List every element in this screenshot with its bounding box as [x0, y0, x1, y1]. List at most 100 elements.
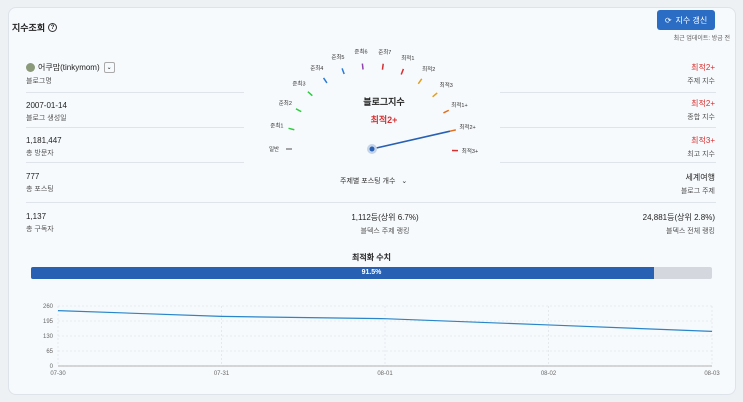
divider [500, 92, 716, 93]
topic-rank-label: 블덱스 주제 랭킹 [360, 228, 410, 235]
divider [26, 92, 244, 93]
blog-name: 어쿠맘(tinkymom) [38, 63, 100, 72]
gauge-tick [443, 109, 450, 114]
y-tick-label: 130 [43, 334, 54, 340]
gauge-needle [371, 130, 451, 150]
gauge-tick-label: 최적3 [440, 81, 453, 89]
topic-index-row: 최적2+ 주제 지수 [687, 62, 715, 86]
gauge-tick-label: 준최3 [292, 80, 305, 88]
visitors-row: 1,181,447 총 방문자 [26, 136, 62, 158]
gauge-value: 최적2+ [370, 115, 398, 125]
blog-topic-value: 세계여행 [685, 173, 715, 182]
gauge-hub-center [369, 146, 375, 152]
blog-topic-label: 블로그 주제 [680, 188, 715, 195]
total-rank-value: 24,881등(상위 2.8%) [642, 213, 715, 222]
y-tick-label: 0 [50, 364, 54, 370]
overall-index-row: 최적2+ 종합 지수 [687, 98, 715, 122]
chevron-down-icon: ⌄ [401, 178, 408, 185]
y-tick-label: 195 [43, 319, 54, 325]
topic-rank-value: 1,112등(상위 6.7%) [351, 213, 419, 222]
gauge-tick [307, 91, 313, 97]
trend-line-chart: 260 195 130 65 007-30 07-31 08-01 08-02 08-03 [43, 304, 720, 377]
divider [26, 202, 716, 203]
x-tick-label: 08-03 [704, 371, 720, 377]
avatar [26, 63, 35, 73]
gauge-tick-label: 최적3+ [462, 147, 478, 155]
gauge-tick [432, 92, 438, 98]
topic-rank: 1,112등(상위 6.7%) 블덱스 주제 랭킹 [300, 212, 470, 236]
visitors-value: 1,181,447 [26, 136, 62, 145]
gauge-tick-label: 최적1+ [451, 101, 467, 109]
page-title: 지수조회 ? [12, 21, 58, 34]
gauge-tick [288, 127, 295, 131]
index-gauge: 일반 준최1 준최2 준최3 준최4 준최5 준최6 준최7 최적1 최적2 최적3 최적1+ 최적2+… [269, 48, 478, 155]
update-note: 최근 업데이트: 방금 전 [673, 36, 730, 42]
gauge-tick [295, 108, 302, 113]
gauge-tick-label: 최적2+ [459, 123, 475, 131]
overall-index-label: 종합 지수 [687, 114, 715, 121]
series-line [57, 310, 713, 332]
topic-dropdown-label: 주제별 포스팅 개수 [340, 178, 396, 185]
gauge-tick-label: 일반 [269, 145, 279, 153]
topic-post-count-dropdown[interactable]: 주제별 포스팅 개수 ⌄ [340, 176, 407, 186]
gauge-tick [322, 77, 328, 84]
gauge-tick [400, 68, 405, 75]
gauge-tick-label: 준최4 [310, 64, 323, 72]
topic-index-label: 주제 지수 [687, 78, 715, 85]
y-tick-label: 260 [43, 304, 54, 310]
gauge-tick-label: 준최7 [378, 48, 391, 56]
created-row: 2007-01-14 블로그 생성일 [26, 101, 67, 123]
gauge-tick-label: 준최2 [279, 99, 292, 107]
gauge-tick [449, 129, 457, 132]
created-label: 블로그 생성일 [26, 115, 67, 122]
posts-row: 777 총 포스팅 [26, 172, 54, 194]
blog-name-row: 어쿠맘(tinkymom) ⌄ 블로그명 [26, 62, 115, 86]
blog-name-label: 블로그명 [26, 78, 52, 86]
visitors-label: 총 방문자 [26, 150, 54, 157]
x-tick-label: 07-30 [50, 371, 66, 377]
overall-index-value: 최적2+ [691, 99, 715, 108]
optimization-progress-bar: 91.5% [31, 267, 712, 279]
max-index-label: 최고 지수 [687, 151, 715, 158]
gauge-tick-label: 준최6 [354, 48, 367, 56]
gauge-tick-label: 최적1 [401, 54, 414, 62]
subscribers-row: 1,137 총 구독자 [26, 212, 54, 234]
created-value: 2007-01-14 [26, 101, 67, 110]
total-rank-label: 블덱스 전체 랭킹 [666, 228, 715, 235]
posts-label: 총 포스팅 [26, 186, 54, 193]
refresh-index-button[interactable]: ⟳ 지수 갱신 [657, 10, 715, 30]
gauge-tick [361, 63, 364, 70]
divider [26, 162, 244, 163]
gauge-title: 블로그지수 [363, 97, 405, 107]
subscribers-value: 1,137 [26, 212, 47, 221]
subscribers-label: 총 구독자 [26, 226, 54, 233]
gauge-tick [417, 78, 423, 85]
x-tick-label: 08-02 [541, 371, 557, 377]
total-rank-row: 24,881등(상위 2.8%) 블덱스 전체 랭킹 [643, 212, 715, 236]
refresh-icon: ⟳ [664, 15, 672, 25]
x-tick-label: 07-31 [214, 371, 230, 377]
gauge-tick-label: 준최1 [270, 121, 283, 129]
gauge-tick [341, 68, 345, 75]
divider [500, 162, 716, 163]
help-icon[interactable]: ? [48, 23, 58, 32]
title-text: 지수조회 [12, 23, 46, 33]
max-index-value: 최적3+ [691, 136, 715, 145]
blog-topic-row: 세계여행 블로그 주제 [681, 172, 715, 196]
progress-label: 91.5% [361, 269, 382, 276]
progress-fill [31, 267, 655, 279]
topic-index-value: 최적2+ [691, 63, 715, 72]
divider [26, 127, 244, 128]
y-tick-label: 65 [46, 349, 53, 355]
x-tick-label: 08-01 [377, 371, 393, 377]
gauge-tick-label: 준최5 [331, 53, 344, 61]
posts-value: 777 [26, 172, 40, 181]
gauge-tick-label: 최적2 [422, 65, 435, 73]
max-index-row: 최적3+ 최고 지수 [687, 135, 715, 159]
refresh-label: 지수 갱신 [675, 15, 708, 25]
divider [500, 127, 716, 128]
optimization-title: 최적화 수치 [351, 253, 392, 262]
chevron-down-icon[interactable]: ⌄ [103, 62, 115, 74]
index-card [8, 7, 736, 395]
gauge-tick [381, 63, 384, 70]
